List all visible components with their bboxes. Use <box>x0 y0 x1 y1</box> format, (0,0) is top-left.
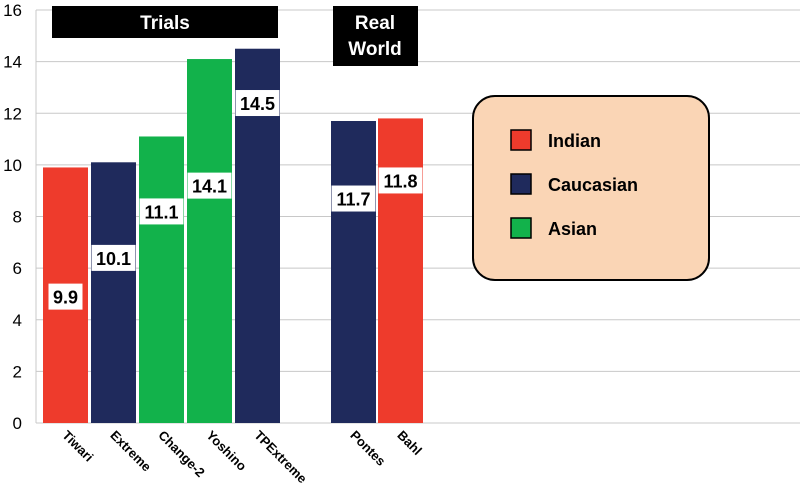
value-label: 9.9 <box>53 288 78 308</box>
y-tick-label: 8 <box>13 208 22 227</box>
x-tick-label-bahl: Bahl <box>394 428 425 459</box>
group-header-trials-label: Trials <box>140 13 190 34</box>
value-label-box <box>91 244 136 271</box>
value-label-box <box>187 172 232 199</box>
bars: 9.9 10.1 11.1 14.1 14.5 11.7 11.8 <box>43 48 423 424</box>
group-header-real-world-line2: World <box>348 39 401 60</box>
x-tick-label-extreme: Extreme <box>107 428 154 475</box>
legend-swatch-asian <box>510 217 532 239</box>
legend-swatch-indian <box>510 129 532 151</box>
legend: Indian Caucasian Asian <box>472 95 710 281</box>
x-tick-label-tpextreme: TPExtreme <box>251 428 310 487</box>
x-tick-label-yoshino: Yoshino <box>203 428 249 474</box>
value-label: 10.1 <box>96 249 131 269</box>
y-tick-label: 2 <box>13 362 22 381</box>
value-label-box <box>378 167 423 194</box>
group-headers: Trials Real World <box>52 6 418 66</box>
bar-pontes <box>331 120 376 424</box>
value-label: 11.1 <box>144 202 178 222</box>
value-label-box <box>48 283 83 310</box>
value-label: 11.8 <box>383 171 417 191</box>
y-tick-label: 0 <box>13 414 22 433</box>
y-axis: 0 2 4 6 8 10 12 14 16 <box>3 1 37 433</box>
x-tick-label-pontes: Pontes <box>347 428 388 469</box>
y-tick-label: 10 <box>3 156 22 175</box>
bar-yoshino <box>187 59 232 423</box>
legend-label-indian: Indian <box>548 131 601 151</box>
value-label: 14.1 <box>192 177 227 197</box>
group-header-real-world-line1: Real <box>355 13 395 34</box>
group-header-real-world <box>333 6 418 66</box>
value-label: 11.7 <box>336 190 370 210</box>
bar-bahl <box>378 118 423 423</box>
value-label-box <box>331 185 376 212</box>
x-tick-label-tiwari: Tiwari <box>59 428 96 465</box>
y-tick-label: 4 <box>13 311 22 330</box>
legend-swatch-caucasian <box>510 173 532 195</box>
y-tick-label: 12 <box>3 104 22 123</box>
bar-change-2 <box>139 136 184 423</box>
legend-label-caucasian: Caucasian <box>548 175 638 195</box>
bar-extreme <box>91 162 136 423</box>
y-tick-label: 14 <box>3 53 22 72</box>
y-tick-label: 6 <box>13 259 22 278</box>
legend-label-asian: Asian <box>548 219 597 239</box>
x-tick-label-change-2: Change-2 <box>155 428 207 480</box>
y-tick-label: 16 <box>3 1 22 20</box>
legend-box <box>472 95 710 281</box>
value-label: 14.5 <box>240 94 275 114</box>
value-label-box <box>235 90 280 117</box>
value-label-box <box>139 198 184 225</box>
group-header-trials <box>52 6 278 38</box>
